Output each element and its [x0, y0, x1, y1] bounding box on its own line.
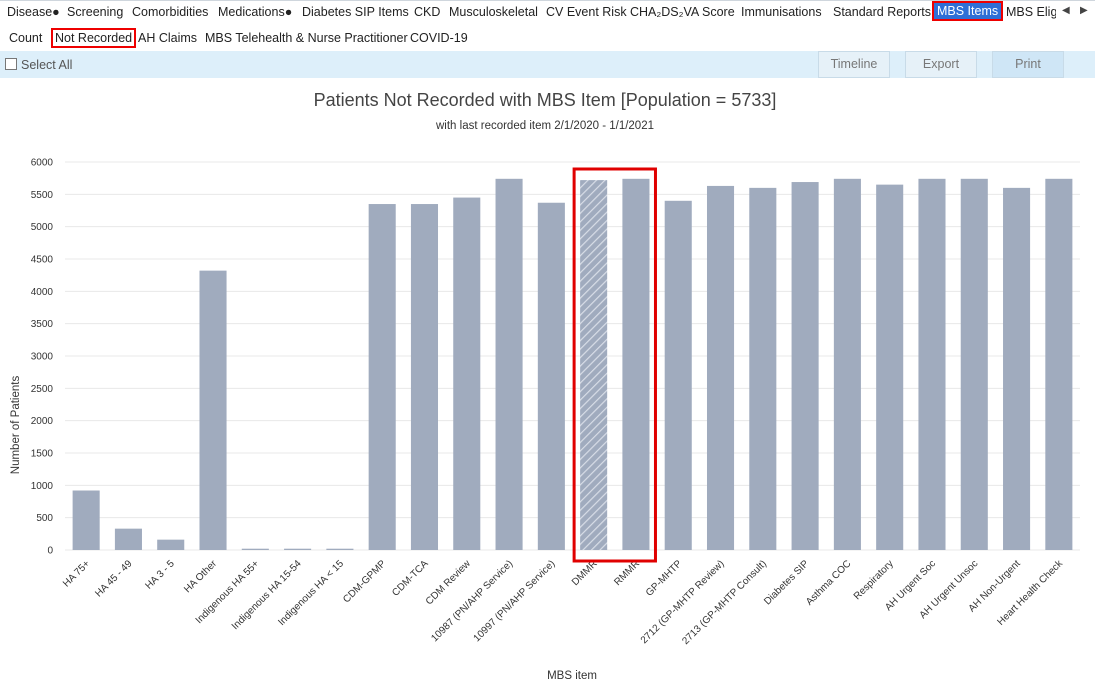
bar-ha-3-5[interactable]	[157, 539, 185, 550]
y-tick-label: 0	[47, 546, 53, 557]
bar-dmmr[interactable]	[580, 180, 608, 550]
highlight-rect	[572, 167, 657, 563]
x-tick-label: DMMR	[570, 558, 600, 588]
y-tick-label: 1500	[31, 449, 54, 460]
y-tick-label: 5500	[31, 190, 54, 201]
bar-diabetes-sip[interactable]	[791, 182, 819, 550]
tab-disease[interactable]: Disease●	[7, 5, 60, 19]
subtab-covid-19[interactable]: COVID-19	[410, 31, 468, 45]
subtab-count[interactable]: Count	[9, 31, 43, 45]
subtab-not-recorded[interactable]: Not Recorded	[51, 28, 137, 48]
bar-ah-urgent-unsoc[interactable]	[960, 178, 988, 550]
x-axis-label: MBS item	[547, 670, 597, 682]
scroll-right-icon[interactable]: ▶	[1080, 5, 1088, 16]
x-axis-ticks: HA 75+ HA 45 - 49 HA 3 - 5 HA Other Indigeno…	[61, 558, 1066, 647]
tab-cv-event-risk[interactable]: CV Event Risk	[546, 5, 627, 19]
bar-gp-mhtp[interactable]	[664, 200, 692, 551]
select-all-label: Select All	[21, 58, 73, 72]
bars	[72, 178, 1073, 551]
y-tick-label: 4000	[31, 287, 54, 298]
print-button[interactable]: Print	[992, 51, 1064, 78]
tab-ckd[interactable]: CKD	[414, 5, 441, 19]
y-tick-label: 500	[36, 513, 53, 524]
x-tick-label: 10997 (PN/AHP Service)	[472, 558, 558, 644]
y-tick-label: 2500	[31, 384, 54, 395]
bar-asthma-coc[interactable]	[833, 178, 861, 550]
tab-cha2ds2va-score[interactable]: CHA₂DS₂VA Score	[630, 5, 735, 19]
x-tick-label: 10987 (PN/AHP Service)	[429, 558, 515, 644]
subtab-mbs-telehealth[interactable]: MBS Telehealth & Nurse Practitioner	[205, 31, 408, 45]
bar-ha-45-49[interactable]	[114, 528, 142, 550]
sub-tab-bar: Count Not Recorded AH Claims MBS Telehea…	[0, 27, 1095, 51]
x-tick-label: HA 3 - 5	[144, 558, 178, 592]
select-all-checkbox[interactable]	[5, 58, 17, 70]
bar-10997-pn-ahp-service[interactable]	[537, 202, 565, 550]
mbs-not-recorded-chart: Patients Not Recorded with MBS Item [Pop…	[10, 90, 1080, 682]
tab-mbs-eligible[interactable]: MBS Eligi	[1006, 5, 1056, 19]
x-tick-label: HA 75+	[61, 558, 92, 589]
x-tick-label: Asthma COC	[804, 558, 853, 607]
export-button[interactable]: Export	[905, 51, 977, 78]
x-tick-label: GP-MHTP	[644, 558, 685, 599]
bar-cdm-tca[interactable]	[410, 204, 439, 550]
bar-ha-other[interactable]	[199, 270, 227, 550]
tab-musculoskeletal[interactable]: Musculoskeletal	[449, 5, 538, 19]
highlight-box	[572, 167, 657, 563]
bar-10987-pn-ahp-service[interactable]	[495, 178, 523, 550]
x-tick-label: Indigenous HA 15-54	[230, 558, 304, 632]
scroll-left-icon[interactable]: ◀	[1062, 5, 1070, 16]
grid-lines	[65, 161, 1080, 551]
bar-ha-75[interactable]	[72, 490, 100, 550]
y-tick-label: 3000	[31, 352, 54, 363]
tab-standard-reports[interactable]: Standard Reports	[833, 5, 931, 19]
bar-heart-health-check[interactable]	[1045, 178, 1073, 550]
y-tick-label: 1000	[31, 481, 54, 492]
bar-2713-gp-mhtp-consult[interactable]	[749, 187, 777, 550]
bar-ah-urgent-soc[interactable]	[918, 178, 946, 550]
x-tick-label: 2713 (GP-MHTP Consult)	[680, 558, 769, 647]
x-tick-label: HA Other	[182, 558, 219, 595]
chart-subtitle: with last recorded item 2/1/2020 - 1/1/2…	[435, 120, 654, 132]
bar-cdm-gpmp[interactable]	[368, 204, 396, 550]
x-tick-label: CDM-GPMP	[341, 558, 388, 605]
tab-mbs-items[interactable]: MBS Items	[931, 1, 1004, 21]
bar-indigenous-ha-15-54[interactable]	[284, 548, 312, 550]
x-tick-label: RMMR	[612, 558, 642, 588]
subtab-ah-claims[interactable]: AH Claims	[138, 31, 198, 45]
x-tick-label: 2712 (GP-MHTP Review)	[639, 558, 727, 646]
bar-indigenous-ha-15[interactable]	[326, 548, 354, 550]
bar-indigenous-ha-55[interactable]	[241, 548, 269, 550]
toolbar: Select All Timeline Export Print	[0, 51, 1095, 78]
tab-screening[interactable]: Screening	[67, 5, 124, 19]
bar-ah-non-urgent[interactable]	[1003, 187, 1031, 550]
y-tick-label: 5000	[31, 222, 54, 233]
x-tick-label: Respiratory	[852, 558, 896, 602]
y-axis-label: Number of Patients	[10, 376, 22, 475]
bar-cdm-review[interactable]	[453, 197, 481, 551]
y-tick-label: 4500	[31, 255, 54, 266]
y-axis-ticks: 0 500 1000 1500 2000 2500 3000 3500 4000 4500 5000…	[31, 158, 54, 557]
x-tick-label: CDM-TCA	[390, 558, 431, 599]
y-tick-label: 3500	[31, 319, 54, 330]
y-tick-label: 6000	[31, 158, 54, 169]
tab-immunisations[interactable]: Immunisations	[741, 5, 822, 19]
tab-medications[interactable]: Medications●	[218, 5, 293, 19]
timeline-button[interactable]: Timeline	[818, 51, 890, 78]
tab-diabetes-sip-items[interactable]: Diabetes SIP Items	[302, 5, 409, 19]
y-tick-label: 2000	[31, 416, 54, 427]
x-tick-label: HA 45 - 49	[93, 558, 134, 599]
bar-2712-gp-mhtp-review[interactable]	[706, 185, 735, 550]
main-tab-bar: Disease● Screening Comorbidities Medicat…	[0, 0, 1095, 26]
chart-title: Patients Not Recorded with MBS Item [Pop…	[314, 90, 777, 110]
bar-respiratory[interactable]	[876, 184, 904, 550]
bar-rmmr[interactable]	[622, 178, 650, 550]
tab-comorbidities[interactable]: Comorbidities	[132, 5, 209, 19]
